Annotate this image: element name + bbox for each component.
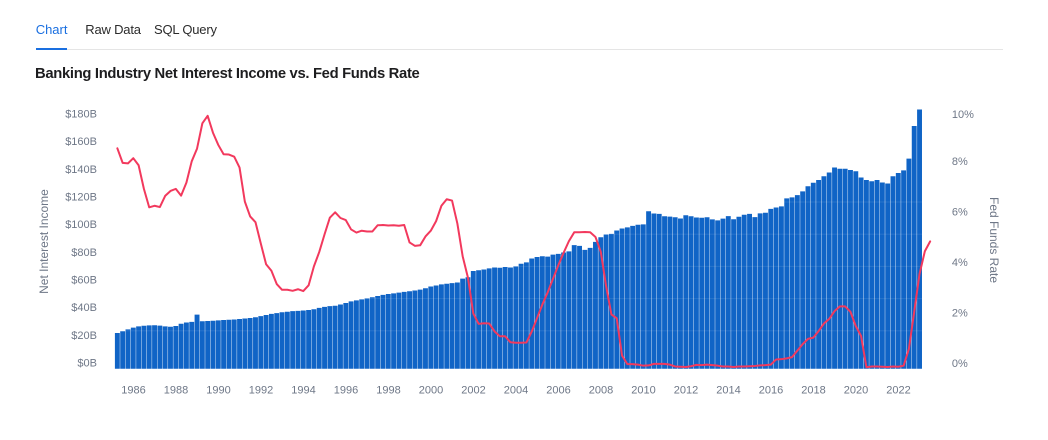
svg-text:$120B: $120B xyxy=(65,192,97,204)
svg-text:2020: 2020 xyxy=(844,385,868,397)
svg-text:$180B: $180B xyxy=(65,109,97,121)
svg-text:$60B: $60B xyxy=(71,274,97,286)
svg-text:1992: 1992 xyxy=(249,385,273,397)
svg-text:1988: 1988 xyxy=(164,385,188,397)
svg-text:2016: 2016 xyxy=(759,385,783,397)
svg-text:2022: 2022 xyxy=(886,385,910,397)
svg-text:2008: 2008 xyxy=(589,385,613,397)
svg-text:$100B: $100B xyxy=(65,219,97,231)
svg-text:2010: 2010 xyxy=(631,385,655,397)
svg-text:$0B: $0B xyxy=(77,357,97,369)
svg-text:$140B: $140B xyxy=(65,164,97,176)
svg-text:$80B: $80B xyxy=(71,247,97,259)
svg-text:6%: 6% xyxy=(952,207,968,219)
svg-text:2004: 2004 xyxy=(504,385,528,397)
svg-text:$20B: $20B xyxy=(71,330,97,342)
svg-text:1994: 1994 xyxy=(291,385,315,397)
svg-text:2002: 2002 xyxy=(461,385,485,397)
svg-text:4%: 4% xyxy=(952,257,968,269)
svg-text:0%: 0% xyxy=(952,358,968,370)
svg-text:2006: 2006 xyxy=(546,385,570,397)
svg-text:Net Interest Income: Net Interest Income xyxy=(37,189,51,294)
svg-text:Fed Funds Rate: Fed Funds Rate xyxy=(987,197,1001,283)
svg-text:2012: 2012 xyxy=(674,385,698,397)
svg-text:1990: 1990 xyxy=(206,385,230,397)
svg-text:10%: 10% xyxy=(952,109,974,121)
svg-text:2%: 2% xyxy=(952,308,968,320)
svg-text:2014: 2014 xyxy=(716,385,740,397)
svg-text:1998: 1998 xyxy=(376,385,400,397)
svg-text:2000: 2000 xyxy=(419,385,443,397)
svg-text:$160B: $160B xyxy=(65,136,97,148)
svg-text:1986: 1986 xyxy=(121,385,145,397)
svg-text:8%: 8% xyxy=(952,156,968,168)
svg-text:$40B: $40B xyxy=(71,302,97,314)
svg-text:2018: 2018 xyxy=(801,385,825,397)
svg-text:1996: 1996 xyxy=(334,385,358,397)
